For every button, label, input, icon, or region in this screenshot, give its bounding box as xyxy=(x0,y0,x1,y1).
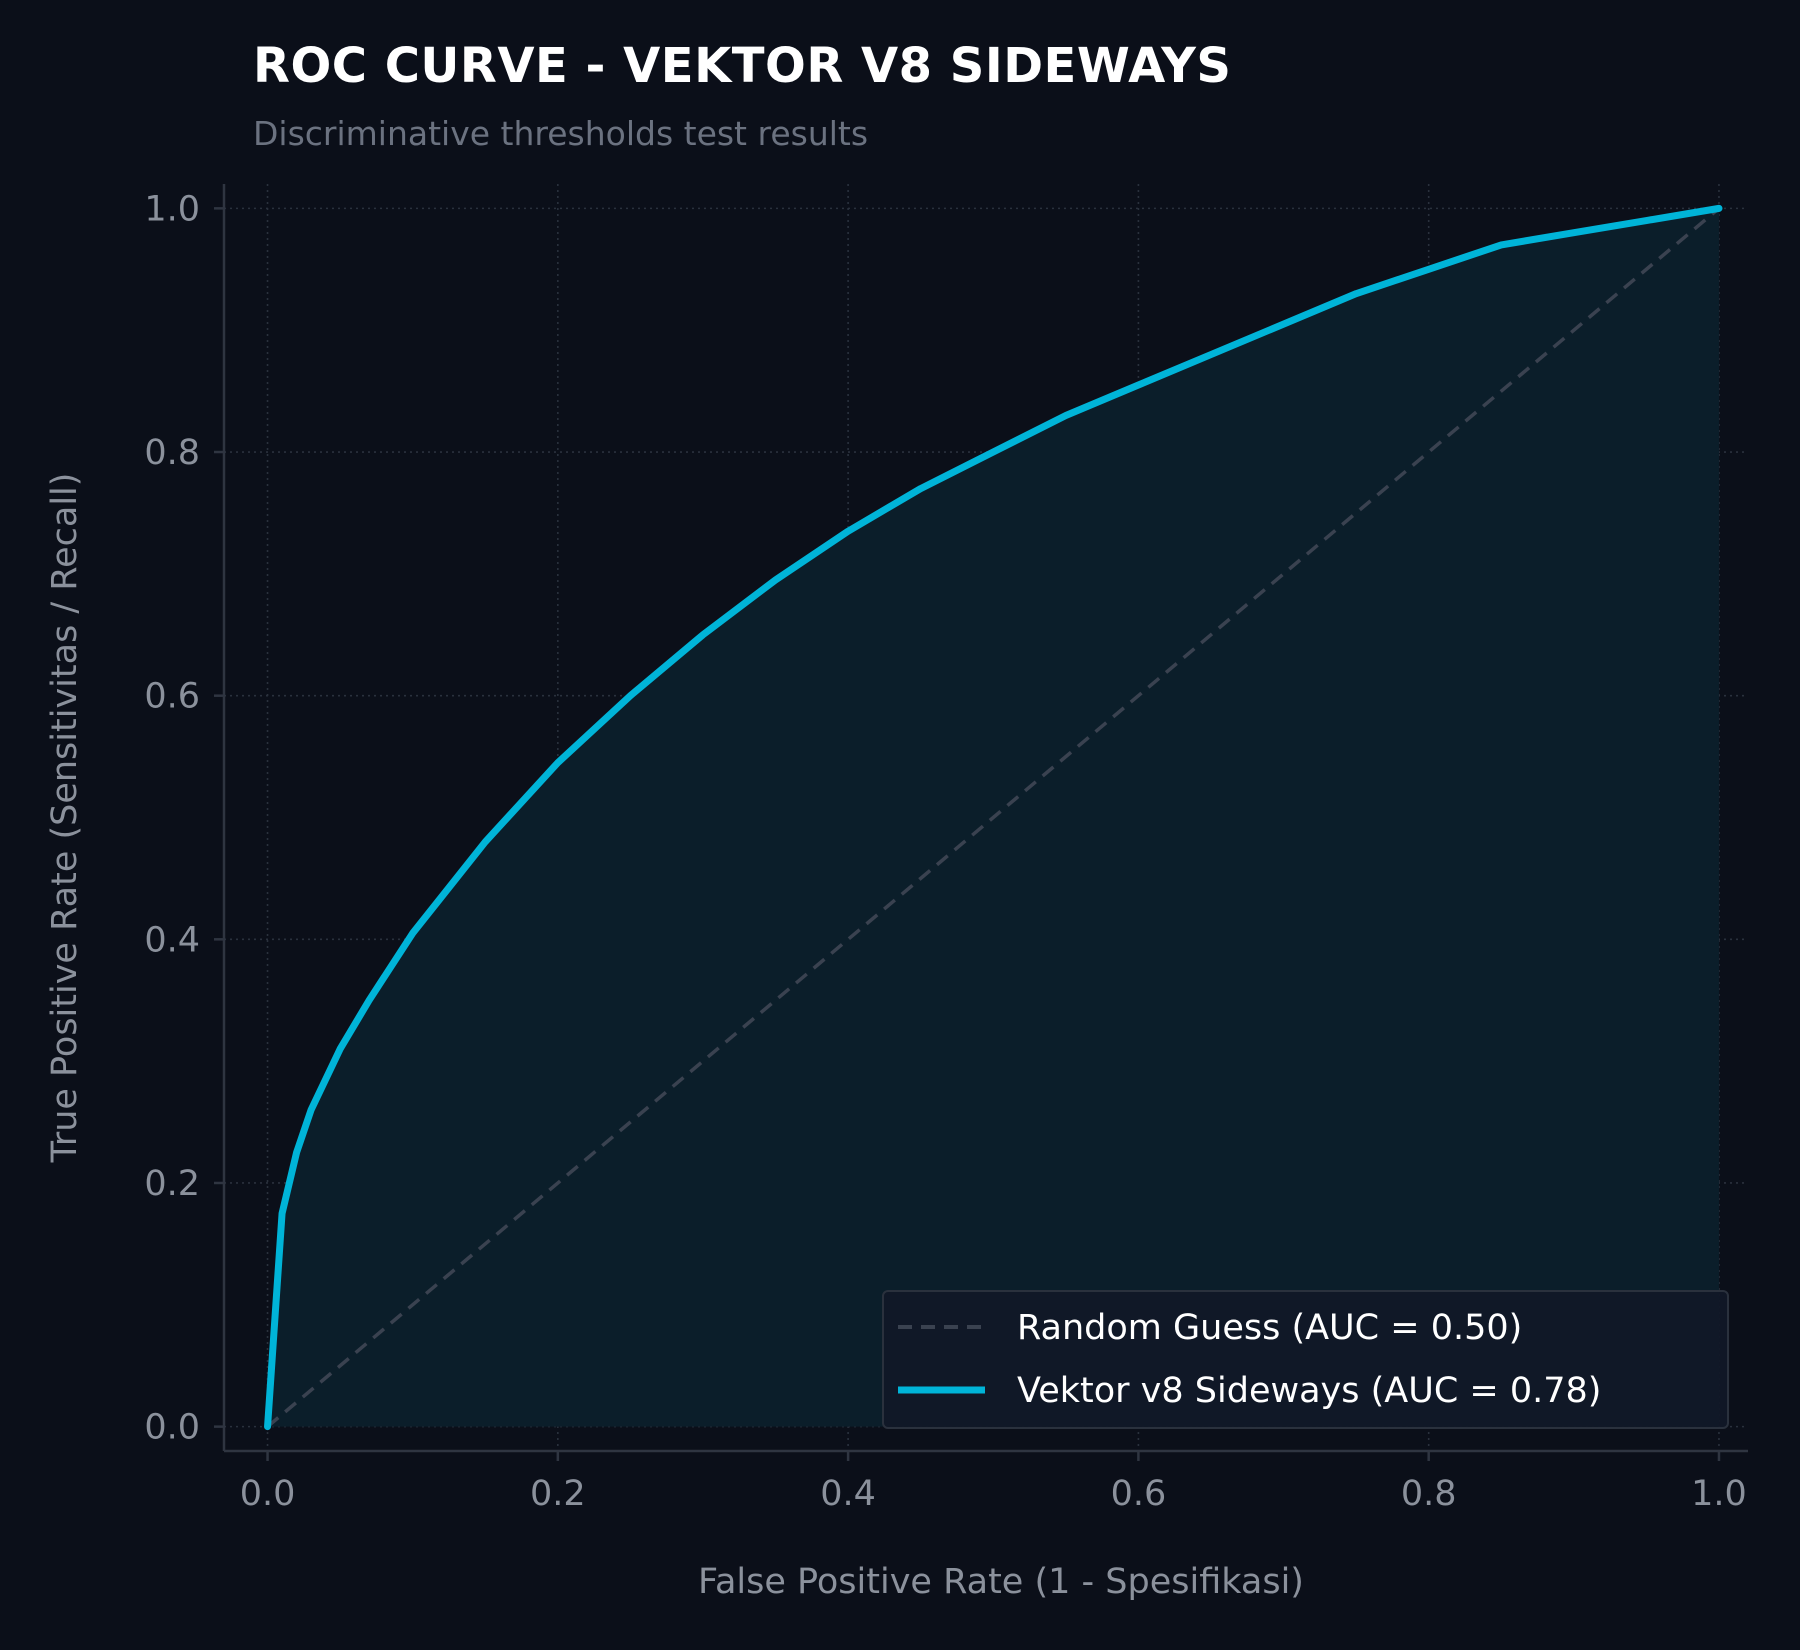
series-line-roc-curve xyxy=(264,204,1723,1431)
x-tick-label: 0.8 xyxy=(1401,1474,1457,1514)
y-tick-label: 0.6 xyxy=(144,677,200,717)
x-tick-label: 0.4 xyxy=(820,1474,876,1514)
x-tick-label: 0.0 xyxy=(240,1474,296,1514)
y-tick-label: 0.2 xyxy=(144,1164,200,1204)
x-tick-label: 1.0 xyxy=(1691,1474,1747,1514)
y-tick-label: 0.8 xyxy=(144,433,200,473)
chart-title: ROC CURVE - VEKTOR V8 SIDEWAYS xyxy=(253,38,1232,94)
x-tick-label: 0.6 xyxy=(1111,1474,1167,1514)
chart-subtitle: Discriminative thresholds test results xyxy=(253,114,869,153)
y-tick-label: 0.0 xyxy=(144,1408,200,1448)
x-tick-label: 0.2 xyxy=(530,1474,586,1514)
legend-label-random-guess: Random Guess (AUC = 0.50) xyxy=(1017,1308,1522,1348)
legend-label-roc-curve: Vektor v8 Sideways (AUC = 0.78) xyxy=(1017,1371,1601,1411)
y-tick-label: 1.0 xyxy=(144,189,200,229)
y-tick-label: 0.4 xyxy=(144,920,200,960)
series-line-random-guess xyxy=(266,207,1721,1428)
x-axis-label: False Positive Rate (1 - Spesifikasi) xyxy=(698,1562,1304,1602)
y-axis-label: True Positive Rate (Sensitivitas / Recal… xyxy=(45,473,85,1164)
legend-box xyxy=(882,1290,1729,1429)
